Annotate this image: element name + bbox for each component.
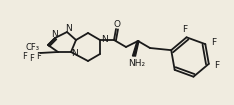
Text: F: F [214,61,219,70]
Polygon shape [132,41,139,56]
Text: N: N [101,35,107,43]
Text: F: F [29,54,34,62]
Text: F: F [37,51,41,60]
Text: NH₂: NH₂ [128,58,146,68]
Text: O: O [113,20,121,28]
Text: CF₃: CF₃ [25,43,39,51]
Text: F: F [22,51,27,60]
Text: F: F [182,25,187,34]
Text: N: N [65,24,71,33]
Text: N: N [51,30,57,39]
Text: F: F [211,38,216,47]
Text: N: N [71,49,77,58]
